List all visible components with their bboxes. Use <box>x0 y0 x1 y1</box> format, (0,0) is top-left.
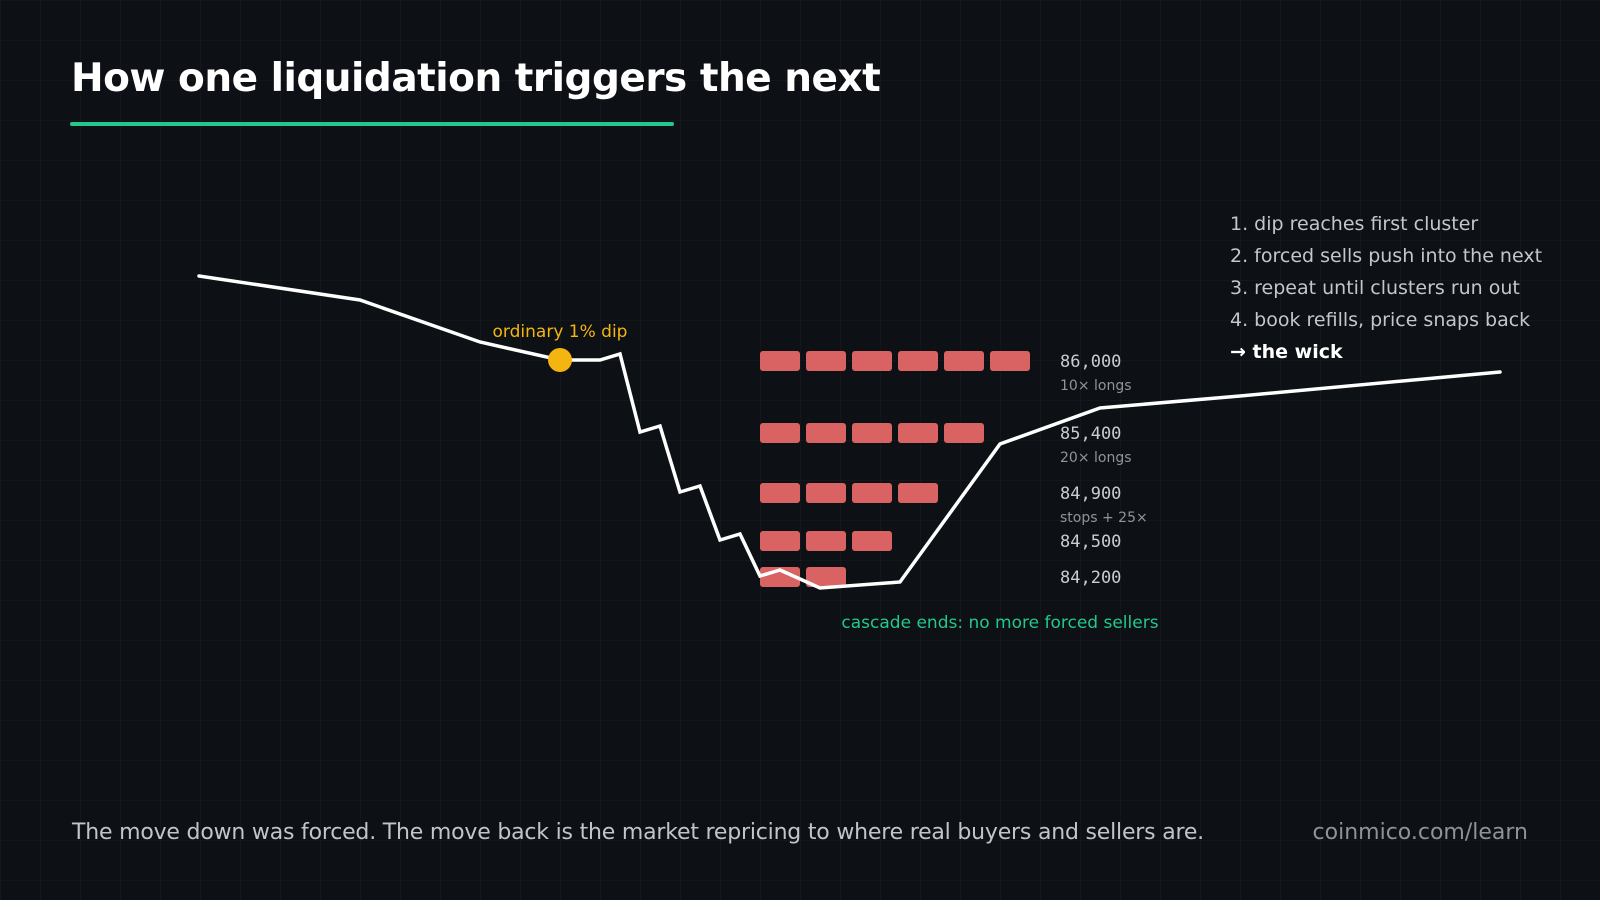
step-item: 2. forced sells push into the next <box>1230 245 1543 267</box>
liquidation-block <box>806 531 846 551</box>
liquidation-clusters: 86,000 10× longs 85,400 20× longs 84,900 stop… <box>760 351 1148 588</box>
title-underline <box>70 122 674 126</box>
cluster-price-label: 84,900 <box>1060 484 1121 504</box>
liquidation-block <box>806 351 846 371</box>
dip-label: ordinary 1% dip <box>493 322 628 342</box>
cluster-leverage-label: 20× longs <box>1060 450 1132 466</box>
liquidation-block <box>898 483 938 503</box>
liquidation-block <box>760 423 800 443</box>
footer-note: The move down was forced. The move back … <box>72 820 1204 845</box>
cluster-price-label: 84,500 <box>1060 532 1121 552</box>
liquidation-block <box>806 483 846 503</box>
liquidation-block <box>806 567 846 587</box>
liquidation-block <box>990 351 1030 371</box>
footer-source: coinmico.com/learn <box>1312 820 1528 845</box>
liquidation-block <box>852 483 892 503</box>
cascade-end-label: cascade ends: no more forced sellers <box>841 613 1158 633</box>
cluster-leverage-label: stops + 25× <box>1060 510 1148 526</box>
page-title: How one liquidation triggers the next <box>71 56 881 101</box>
liquidation-block <box>852 351 892 371</box>
liquidation-block <box>806 423 846 443</box>
cluster-leverage-label: 10× longs <box>1060 378 1132 394</box>
cluster-price-label: 84,200 <box>1060 568 1121 588</box>
dip-marker <box>548 348 572 372</box>
liquidation-block <box>760 531 800 551</box>
step-item: 3. repeat until clusters run out <box>1230 277 1520 299</box>
liquidation-block <box>944 351 984 371</box>
liquidation-block <box>760 483 800 503</box>
steps-list: 1. dip reaches first cluster 2. forced s… <box>1230 208 1542 368</box>
cluster-price-label: 85,400 <box>1060 424 1121 444</box>
liquidation-block <box>852 423 892 443</box>
liquidation-block <box>898 351 938 371</box>
step-conclusion: → the wick <box>1230 341 1343 363</box>
step-item: 1. dip reaches first cluster <box>1230 213 1479 235</box>
cluster-price-label: 86,000 <box>1060 352 1121 372</box>
liquidation-block <box>944 423 984 443</box>
liquidation-block <box>852 531 892 551</box>
liquidation-block <box>898 423 938 443</box>
step-item: 4. book refills, price snaps back <box>1230 309 1531 331</box>
liquidation-block <box>760 351 800 371</box>
